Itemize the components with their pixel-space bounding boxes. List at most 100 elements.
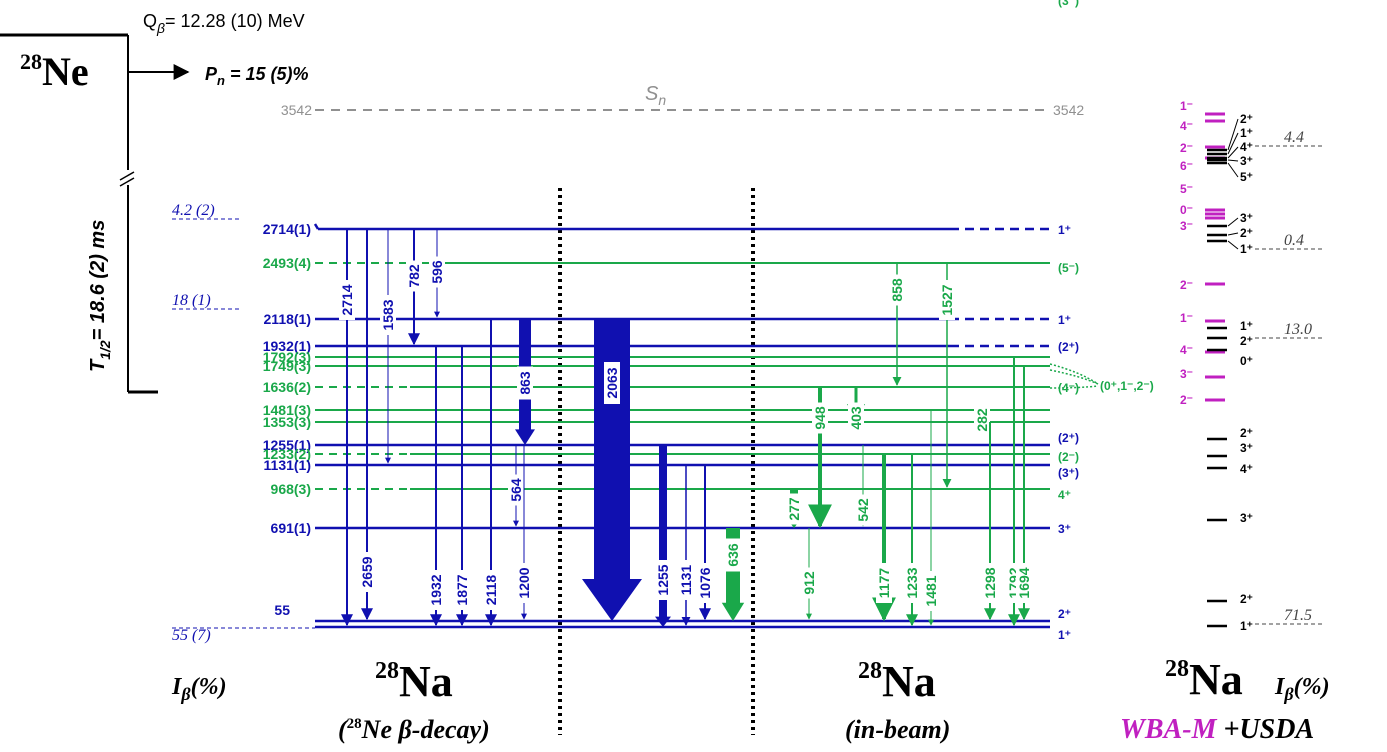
theory-pos-level: 1⁺ bbox=[1207, 319, 1253, 333]
level-energy: 55 bbox=[274, 602, 290, 618]
beta-label-mass: 28 bbox=[347, 716, 362, 732]
transition-label: 2063 bbox=[604, 367, 620, 398]
transition-label: 564 bbox=[508, 478, 524, 502]
transition-277: 277 bbox=[786, 489, 802, 528]
level-energy: 2714(1) bbox=[263, 221, 311, 237]
level-6: 1636(2) (4⁻) bbox=[263, 379, 1079, 395]
beta-intensity: 4.2 (2) bbox=[172, 202, 215, 219]
theory-pos-level: 4⁺ bbox=[1207, 462, 1253, 476]
theory-pos-spin: 3⁺ bbox=[1240, 154, 1253, 168]
transition-282: 282 bbox=[974, 404, 990, 436]
theory-neg-spin: 3⁻ bbox=[1180, 219, 1193, 233]
level-0: 2714(1) 1⁺ 4.2 (2) bbox=[172, 202, 1071, 237]
theory-pos-spin: 2⁺ bbox=[1240, 226, 1253, 240]
theory-pos-spin: 3⁺ bbox=[1240, 441, 1253, 455]
theory-pos-spin: 1⁺ bbox=[1240, 619, 1253, 633]
level-spin: 1⁺ bbox=[1058, 223, 1071, 237]
theory-pos-spin: 2⁺ bbox=[1240, 592, 1253, 606]
theory-pos-spin: 2⁺ bbox=[1240, 334, 1253, 348]
level-energy: 1255(1) bbox=[263, 437, 311, 453]
svg-text:Qβ= 12.28 (10) MeV: Qβ= 12.28 (10) MeV bbox=[143, 11, 305, 36]
transition-1694: 1694 bbox=[1016, 366, 1032, 621]
transition-label: 2659 bbox=[359, 556, 375, 587]
pn-sub: n bbox=[217, 73, 225, 88]
theory-pos-spin: 3⁺ bbox=[1240, 511, 1253, 525]
transition-1877: 1877 bbox=[454, 346, 470, 627]
group-spin-label: (0⁺,1⁻,2⁻) bbox=[1100, 379, 1154, 393]
svg-text:28Na: 28Na bbox=[375, 657, 453, 706]
transition-1527: 1527 bbox=[939, 263, 955, 488]
transition-863: 863 bbox=[515, 319, 535, 445]
parent-mass: 28 bbox=[20, 49, 42, 74]
theory-neg-spin: 3⁻ bbox=[1180, 367, 1193, 381]
transition-label: 636 bbox=[725, 543, 741, 567]
theory-neg-spin: 2⁻ bbox=[1180, 393, 1193, 407]
theory-neg-level: 4⁻ bbox=[1180, 343, 1225, 357]
sn-symbol: S bbox=[645, 83, 659, 105]
level-energy: 1932(1) bbox=[263, 338, 311, 354]
theory-pos-spin: 4⁺ bbox=[1240, 140, 1253, 154]
level-2: 2118(1) 1⁺ 18 (1) bbox=[172, 292, 1071, 327]
transition-label: 282 bbox=[974, 408, 990, 432]
theory-pos-level: 2⁺ bbox=[1207, 334, 1253, 348]
theory-pos-level: 2⁺ bbox=[1207, 426, 1253, 441]
svg-text:28Ne: 28Ne bbox=[20, 49, 89, 94]
pn-value: = 15 (5)% bbox=[225, 64, 309, 84]
theory-pos-level: 0⁺ bbox=[1207, 348, 1253, 368]
theory-pos-level: 1⁺ bbox=[1207, 126, 1253, 156]
level-spin: (4⁻) bbox=[1058, 381, 1079, 395]
level-energy: 1636(2) bbox=[263, 379, 311, 395]
transition-1481: 1481 bbox=[923, 410, 939, 626]
svg-text:Iβ(%): Iβ(%) bbox=[1274, 674, 1330, 704]
transition-label: 1200 bbox=[516, 567, 532, 598]
transition-636: 636 bbox=[721, 528, 745, 621]
theory-neg-level: 2⁻ bbox=[1180, 278, 1225, 292]
transition-2659: 2659 bbox=[359, 229, 375, 621]
sn-sub: n bbox=[658, 92, 666, 108]
theory-pos-spin: 1⁺ bbox=[1240, 319, 1253, 333]
level-spin: 1⁺ bbox=[1058, 628, 1071, 642]
theory-neg-level: 2⁻ bbox=[1180, 141, 1225, 155]
level-spin: 3⁺ bbox=[1058, 522, 1071, 536]
transition-564: 564 bbox=[508, 445, 524, 527]
ib-sub-right: β bbox=[1283, 684, 1294, 704]
transition-1298: 1298 bbox=[982, 422, 998, 621]
theory-pos-level: 2⁺ bbox=[1207, 226, 1253, 240]
transition-label: 1932 bbox=[428, 574, 444, 605]
theory-beta-intensity: 0.4 bbox=[1255, 232, 1325, 250]
transition-403: 403 bbox=[847, 387, 865, 434]
level-spin: (2⁻) bbox=[1058, 450, 1079, 464]
theory-pos-spin: 0⁺ bbox=[1240, 354, 1253, 368]
transition-label: 596 bbox=[429, 260, 445, 284]
theory-pos-spin: 4⁺ bbox=[1240, 462, 1253, 476]
theory-pos-level: 3⁺ bbox=[1207, 154, 1253, 168]
half-life-sub: 1/2 bbox=[97, 340, 113, 360]
theory-neg-level: 4⁻ bbox=[1180, 119, 1225, 133]
transition-2118: 2118 bbox=[483, 319, 499, 627]
level-energy: 1233(2) bbox=[263, 446, 311, 462]
level-spin: 4⁺ bbox=[1058, 488, 1071, 502]
theory-pos-level: 2⁺ bbox=[1207, 112, 1253, 152]
level-energy: 1131(1) bbox=[264, 457, 311, 473]
parent-symbol: Ne bbox=[42, 49, 89, 94]
theory-pos-spin: 2⁺ bbox=[1240, 426, 1253, 440]
inbeam-label: (in-beam) bbox=[845, 715, 950, 744]
level-8: 1353(3) (3⁻) bbox=[263, 0, 1079, 430]
na-mass-1: 28 bbox=[375, 658, 399, 684]
level-spin: (3⁻) bbox=[1058, 0, 1079, 8]
q-beta-value: = 12.28 (10) MeV bbox=[165, 11, 305, 31]
theory-beta-intensity: 4.4 bbox=[1255, 129, 1325, 147]
transition-label: 1877 bbox=[454, 574, 470, 605]
theory-intensity-value: 71.5 bbox=[1284, 607, 1312, 624]
theory-usda: +USDA bbox=[1216, 714, 1314, 745]
level-7: 1481(3) bbox=[263, 402, 1050, 418]
na-symbol-1: Na bbox=[399, 657, 453, 706]
level-energy: 968(3) bbox=[271, 481, 311, 497]
level-spin: (3⁺) bbox=[1058, 466, 1079, 480]
transition-1583: 1583 bbox=[380, 229, 396, 464]
level-15: 1⁺ bbox=[315, 625, 1071, 642]
theory-beta-intensity: 13.0 bbox=[1255, 321, 1325, 339]
group-spin-bracket: (0⁺,1⁻,2⁻) bbox=[1049, 363, 1154, 393]
theory-neg-spin: 6⁻ bbox=[1180, 159, 1193, 173]
